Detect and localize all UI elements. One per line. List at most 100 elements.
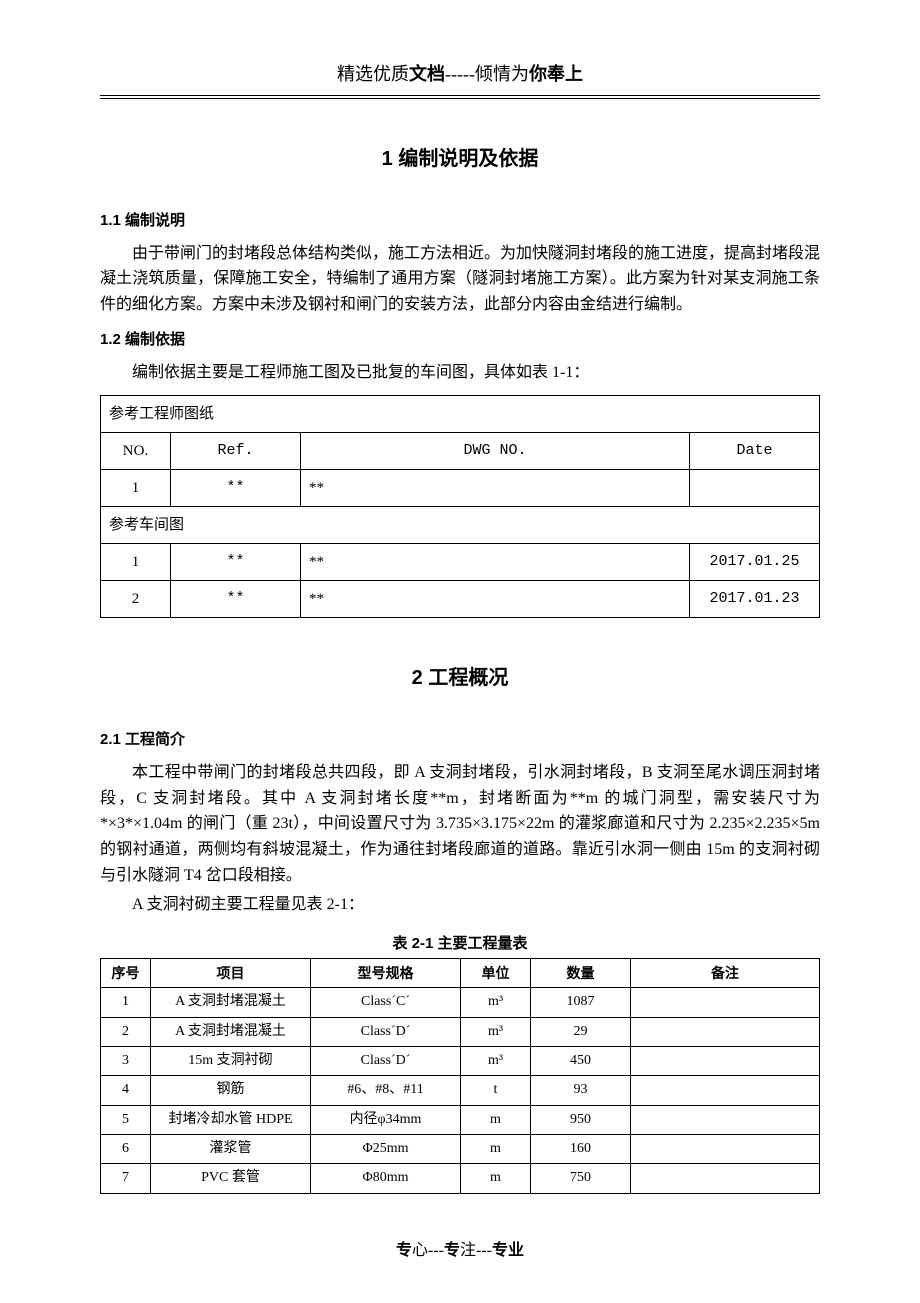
- cell: Class´D´: [311, 1017, 461, 1046]
- table-row: 2 ** ** 2017.01.23: [101, 581, 820, 618]
- table-row: 1 ** **: [101, 470, 820, 507]
- cell: **: [171, 544, 301, 581]
- qty-col-spec: 型号规格: [311, 958, 461, 987]
- cell: **: [301, 470, 690, 507]
- table-2-1-caption: 表 2-1 主要工程量表: [100, 932, 820, 956]
- cell: 2017.01.23: [690, 581, 820, 618]
- cell: [631, 1046, 820, 1075]
- cell: 2: [101, 1017, 151, 1046]
- cell: m: [461, 1164, 531, 1193]
- cell: m: [461, 1135, 531, 1164]
- reference-table: 参考工程师图纸 NO. Ref. DWG NO. Date 1 ** ** 参考…: [100, 395, 820, 618]
- cell: Φ25mm: [311, 1135, 461, 1164]
- section-1-title: 1 编制说明及依据: [100, 143, 820, 175]
- cell: 4: [101, 1076, 151, 1105]
- cell: [631, 988, 820, 1017]
- cell: PVC 套管: [151, 1164, 311, 1193]
- footer-b2: 专: [444, 1242, 460, 1259]
- cell: 950: [531, 1105, 631, 1134]
- page-footer: 专心---专注---专业: [100, 1238, 820, 1264]
- footer-t1: 心---: [412, 1242, 444, 1259]
- table-row: 6灌浆管Φ25mmm160: [101, 1135, 820, 1164]
- qty-col-no: 序号: [101, 958, 151, 987]
- ref-col-dwg: DWG NO.: [301, 433, 690, 470]
- cell: 15m 支洞衬砌: [151, 1046, 311, 1075]
- table-row: 1 ** ** 2017.01.25: [101, 544, 820, 581]
- table-row: NO. Ref. DWG NO. Date: [101, 433, 820, 470]
- section-1-1-body: 由于带闸门的封堵段总体结构类似，施工方法相近。为加快隧洞封堵段的施工进度，提高封…: [100, 241, 820, 318]
- cell: 1: [101, 988, 151, 1017]
- cell: **: [171, 470, 301, 507]
- cell: Class´C´: [311, 988, 461, 1017]
- cell: 450: [531, 1046, 631, 1075]
- qty-col-item: 项目: [151, 958, 311, 987]
- section-2-1-title: 2.1 工程简介: [100, 728, 820, 752]
- cell: 封堵冷却水管 HDPE: [151, 1105, 311, 1134]
- cell: **: [171, 581, 301, 618]
- cell: [690, 470, 820, 507]
- header-rule-2: [100, 98, 820, 99]
- header-bold1: 文档: [409, 64, 445, 84]
- cell: #6、#8、#11: [311, 1076, 461, 1105]
- cell: 灌浆管: [151, 1135, 311, 1164]
- cell: Φ80mm: [311, 1164, 461, 1193]
- section-2-title: 2 工程概况: [100, 662, 820, 694]
- footer-b1: 专: [396, 1242, 412, 1259]
- cell: 750: [531, 1164, 631, 1193]
- header-bold2: 你奉上: [529, 64, 583, 84]
- table-row: 315m 支洞衬砌Class´D´m³450: [101, 1046, 820, 1075]
- cell: 钢筋: [151, 1076, 311, 1105]
- cell: 内径φ34mm: [311, 1105, 461, 1134]
- table-row: 4钢筋#6、#8、#11t93: [101, 1076, 820, 1105]
- cell: m³: [461, 1017, 531, 1046]
- section-1-2-title: 1.2 编制依据: [100, 328, 820, 352]
- header-prefix: 精选优质: [337, 64, 409, 84]
- cell: [631, 1135, 820, 1164]
- cell: **: [301, 581, 690, 618]
- cell: 2: [101, 581, 171, 618]
- ref-col-no: NO.: [101, 433, 171, 470]
- table-row: 7PVC 套管Φ80mmm750: [101, 1164, 820, 1193]
- cell: 7: [101, 1164, 151, 1193]
- cell: [631, 1164, 820, 1193]
- cell: 160: [531, 1135, 631, 1164]
- table-row: 1A 支洞封堵混凝土Class´C´m³1087: [101, 988, 820, 1017]
- qty-col-note: 备注: [631, 958, 820, 987]
- table-row: 参考车间图: [101, 507, 820, 544]
- cell: 1087: [531, 988, 631, 1017]
- table-row: 2A 支洞封堵混凝土Class´D´m³29: [101, 1017, 820, 1046]
- quantity-table: 序号 项目 型号规格 单位 数量 备注 1A 支洞封堵混凝土Class´C´m³…: [100, 958, 820, 1194]
- cell: 6: [101, 1135, 151, 1164]
- ref-col-ref: Ref.: [171, 433, 301, 470]
- table-row: 参考工程师图纸: [101, 396, 820, 433]
- section-2-1-body-1: 本工程中带闸门的封堵段总共四段，即 A 支洞封堵段，引水洞封堵段，B 支洞至尾水…: [100, 760, 820, 888]
- footer-t2: 注---: [460, 1242, 492, 1259]
- qty-col-unit: 单位: [461, 958, 531, 987]
- cell: m: [461, 1105, 531, 1134]
- cell: [631, 1076, 820, 1105]
- cell: m³: [461, 1046, 531, 1075]
- cell: t: [461, 1076, 531, 1105]
- qty-col-qty: 数量: [531, 958, 631, 987]
- cell: 93: [531, 1076, 631, 1105]
- cell: 1: [101, 544, 171, 581]
- cell: m³: [461, 988, 531, 1017]
- cell: 29: [531, 1017, 631, 1046]
- cell: A 支洞封堵混凝土: [151, 988, 311, 1017]
- cell: Class´D´: [311, 1046, 461, 1075]
- header-mid: -----倾情为: [445, 64, 529, 84]
- section-1-2-body: 编制依据主要是工程师施工图及已批复的车间图，具体如表 1-1：: [100, 360, 820, 386]
- cell: [631, 1017, 820, 1046]
- cell: **: [301, 544, 690, 581]
- section-2-1-body-2: A 支洞衬砌主要工程量见表 2-1：: [100, 892, 820, 918]
- cell: 5: [101, 1105, 151, 1134]
- cell: [631, 1105, 820, 1134]
- ref-col-date: Date: [690, 433, 820, 470]
- document-page: 精选优质文档-----倾情为你奉上 1 编制说明及依据 1.1 编制说明 由于带…: [0, 0, 920, 1303]
- footer-b3: 专业: [492, 1242, 524, 1259]
- ref-block1-title: 参考工程师图纸: [101, 396, 820, 433]
- section-1-1-title: 1.1 编制说明: [100, 209, 820, 233]
- ref-block2-title: 参考车间图: [101, 507, 820, 544]
- cell: 2017.01.25: [690, 544, 820, 581]
- table-row: 5封堵冷却水管 HDPE内径φ34mmm950: [101, 1105, 820, 1134]
